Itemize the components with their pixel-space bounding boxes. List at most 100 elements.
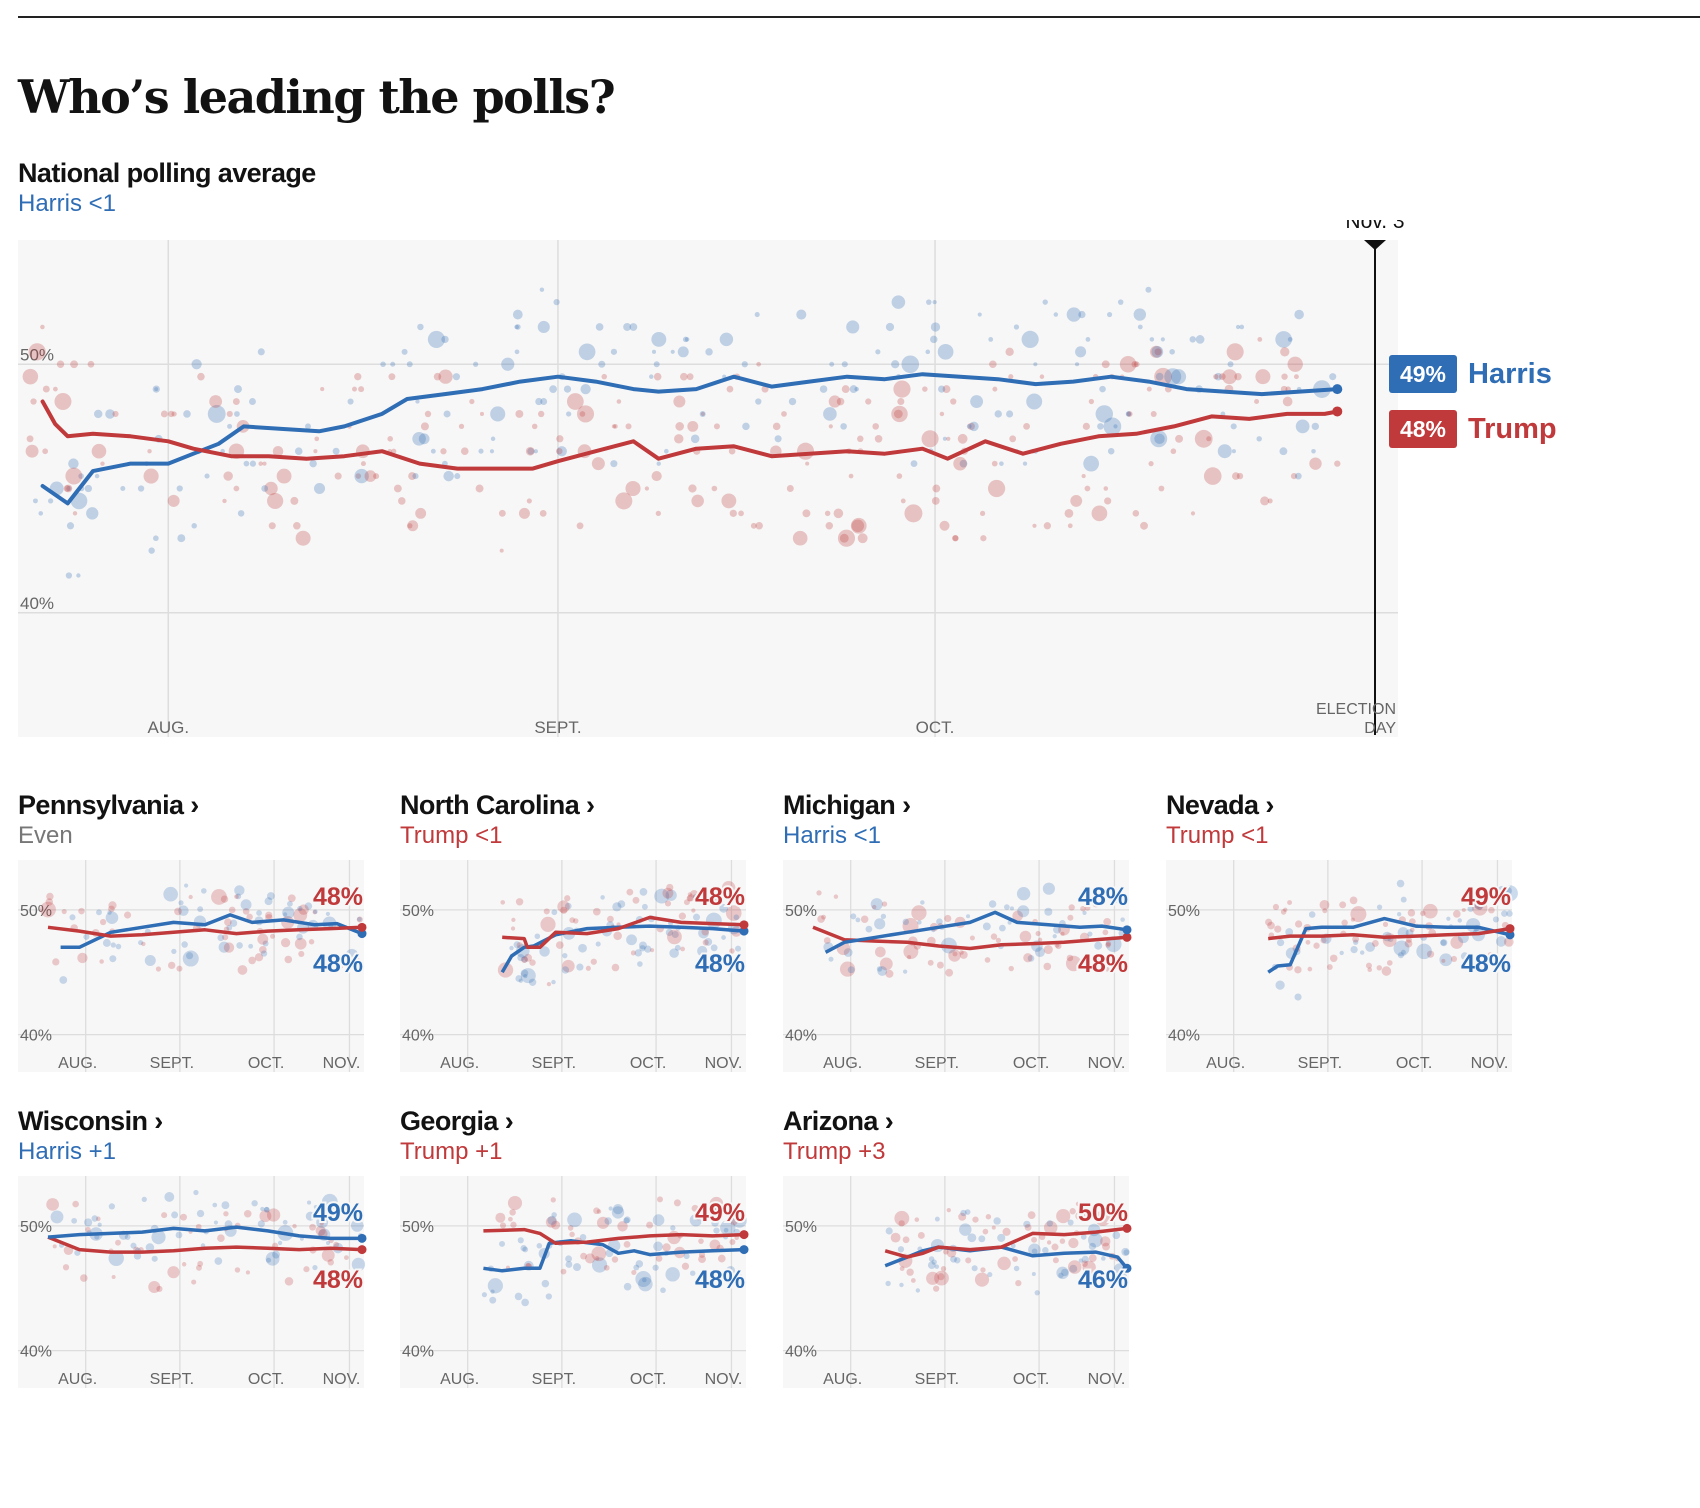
poll-dot <box>560 906 568 914</box>
state-chart[interactable]: 50% 40% AUG. SEPT. OCT. NOV. 49% 48% <box>1166 860 1526 1074</box>
poll-dot <box>854 386 859 392</box>
poll-dot <box>970 395 984 408</box>
poll-dot <box>623 1240 631 1248</box>
poll-dot <box>732 1213 747 1228</box>
poll-dot <box>97 1222 102 1227</box>
poll-dot <box>312 909 317 915</box>
poll-dot <box>65 467 83 485</box>
state-link-georgia[interactable]: Georgia › <box>400 1106 514 1136</box>
national-polling-chart[interactable]: 50%40%AUG. SEPT. OCT. Nov. 3 ELECTION DAY … <box>0 220 1700 810</box>
poll-dot <box>1075 346 1087 358</box>
poll-dot <box>930 322 941 332</box>
poll-dot <box>1287 336 1293 342</box>
poll-dot <box>874 918 886 930</box>
poll-dot <box>841 361 848 368</box>
poll-dot <box>1082 910 1087 915</box>
poll-dot <box>1023 953 1033 963</box>
poll-dot <box>430 448 436 454</box>
state-chart[interactable]: 50% 40% AUG. SEPT. OCT. NOV. 48% 48% <box>783 860 1143 1074</box>
poll-dot <box>952 535 959 542</box>
poll-dot <box>334 892 341 899</box>
poll-dot <box>284 1277 294 1286</box>
poll-dot <box>272 1250 281 1259</box>
poll-dot <box>91 443 107 459</box>
poll-dot <box>1439 953 1453 967</box>
harris-average-line <box>824 910 1128 954</box>
poll-dot <box>987 479 1006 498</box>
poll-dot <box>1287 900 1293 905</box>
state-link-north-carolina[interactable]: North Carolina › <box>400 790 595 820</box>
poll-dot <box>523 973 528 979</box>
poll-dot <box>347 398 354 405</box>
poll-dot <box>937 343 954 360</box>
poll-dot <box>846 320 860 334</box>
poll-dot <box>995 937 1002 943</box>
poll-dot <box>579 411 586 417</box>
state-link-pennsylvania[interactable]: Pennsylvania › <box>18 790 199 820</box>
state-chart[interactable]: 50% 40% AUG. SEPT. OCT. NOV. 48% 48% <box>400 860 760 1074</box>
poll-dot <box>1009 906 1014 911</box>
poll-dot <box>1189 336 1196 343</box>
poll-dot <box>1423 903 1438 919</box>
poll-dot <box>953 456 967 471</box>
poll-dot <box>1069 1208 1076 1215</box>
top-end-label: 49% <box>695 1199 745 1227</box>
poll-dot <box>354 373 362 381</box>
state-chart[interactable]: 50% 40% AUG. SEPT. OCT. NOV. 49% 48% <box>400 1176 760 1390</box>
state-chart[interactable]: 50% 40% AUG. SEPT. OCT. NOV. 48% 48% <box>18 860 378 1074</box>
poll-dot <box>982 1228 989 1235</box>
poll-dot <box>695 1215 701 1221</box>
poll-dot <box>626 888 634 896</box>
y-tick-label: 50% <box>20 345 54 364</box>
poll-dot <box>1236 472 1244 480</box>
poll-dot <box>152 385 160 393</box>
state-chart[interactable]: 50% 40% AUG. SEPT. OCT. NOV. 49% 48% <box>18 1176 378 1390</box>
poll-dot <box>112 410 119 418</box>
poll-dot <box>315 1225 326 1236</box>
poll-dot <box>841 385 850 394</box>
state-leader: Harris +1 <box>18 1138 117 1165</box>
state-link-nevada[interactable]: Nevada › <box>1166 790 1274 820</box>
poll-dot <box>653 1241 663 1252</box>
poll-dot <box>1078 310 1086 319</box>
poll-dot <box>218 941 230 953</box>
poll-dot <box>710 944 718 952</box>
poll-dot <box>308 939 315 945</box>
poll-dot <box>967 422 975 431</box>
poll-dot <box>1294 472 1302 480</box>
poll-dot <box>802 509 811 518</box>
state-chart[interactable]: 50% 40% AUG. SEPT. OCT. NOV. 50% 46% <box>783 1176 1143 1390</box>
poll-dot <box>164 1192 175 1202</box>
poll-dot <box>1350 906 1367 923</box>
poll-dot <box>1257 337 1263 342</box>
poll-dot <box>251 1200 258 1207</box>
state-link-arizona[interactable]: Arizona › <box>783 1106 894 1136</box>
poll-dot <box>1080 1234 1087 1240</box>
poll-dot <box>481 1292 487 1298</box>
poll-dot <box>412 473 419 480</box>
poll-dot <box>1042 1247 1049 1254</box>
poll-dot <box>124 1234 131 1241</box>
poll-dot <box>332 447 340 455</box>
poll-dot <box>1009 435 1017 443</box>
chart-background <box>18 1176 364 1388</box>
poll-dot <box>257 933 269 945</box>
poll-dot <box>939 411 945 417</box>
poll-dot <box>1081 1201 1088 1208</box>
poll-dot <box>1231 449 1236 454</box>
x-tick-label: OCT. <box>1396 1055 1432 1072</box>
poll-dot <box>613 931 622 941</box>
x-tick-label: OCT. <box>630 1055 666 1072</box>
poll-dot <box>1239 324 1245 330</box>
state-link-wisconsin[interactable]: Wisconsin › <box>18 1106 163 1136</box>
poll-dot <box>1497 885 1508 897</box>
poll-dot <box>870 898 883 911</box>
poll-dot <box>891 360 900 369</box>
state-link-michigan[interactable]: Michigan › <box>783 790 911 820</box>
poll-dot <box>1206 436 1212 442</box>
poll-dot <box>705 348 713 356</box>
poll-dot <box>1082 422 1090 430</box>
poll-dot <box>65 572 73 579</box>
poll-dot <box>988 337 994 342</box>
poll-dot <box>490 1289 495 1294</box>
